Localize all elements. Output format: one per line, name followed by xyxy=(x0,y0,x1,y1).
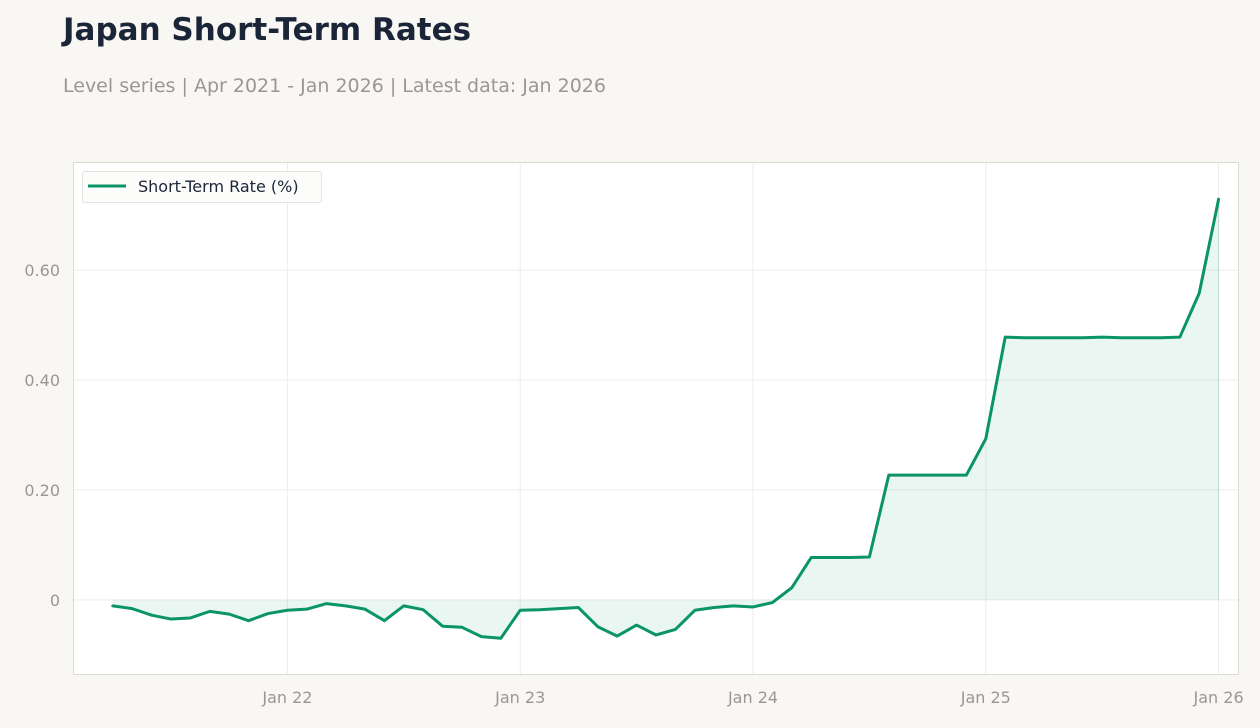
plot-area xyxy=(73,162,1239,675)
area-fill-group xyxy=(112,199,1220,639)
series-line xyxy=(111,197,1221,640)
data-point xyxy=(732,604,736,608)
data-point xyxy=(111,604,115,608)
data-point xyxy=(1042,336,1046,340)
data-point xyxy=(809,556,813,560)
data-point xyxy=(848,556,852,560)
data-point xyxy=(150,613,154,617)
data-point xyxy=(1061,336,1065,340)
grid xyxy=(74,163,1238,674)
data-point xyxy=(1158,336,1162,340)
data-point xyxy=(538,608,542,612)
data-point xyxy=(867,555,871,559)
legend-box xyxy=(82,171,322,203)
x-tick-label: Jan 22 xyxy=(261,688,312,707)
data-point xyxy=(247,619,251,623)
data-point xyxy=(557,607,561,611)
data-point xyxy=(344,604,348,608)
data-point xyxy=(305,607,309,611)
data-point xyxy=(227,612,231,616)
data-point xyxy=(285,608,289,612)
data-point xyxy=(576,606,580,610)
data-point xyxy=(673,627,677,631)
data-point xyxy=(421,608,425,612)
data-point xyxy=(1023,336,1027,340)
y-axis: 0 0.20 0.40 0.60 xyxy=(24,261,60,610)
data-point xyxy=(363,607,367,611)
y-tick-label: 0 xyxy=(50,591,60,610)
data-point xyxy=(790,586,794,590)
data-point xyxy=(518,608,522,612)
data-point xyxy=(1139,336,1143,340)
y-tick-label: 0.20 xyxy=(24,481,60,500)
data-point xyxy=(751,605,755,609)
data-point xyxy=(615,634,619,638)
data-point xyxy=(1217,197,1221,201)
data-point xyxy=(441,624,445,628)
data-point xyxy=(712,606,716,610)
series-area-fill xyxy=(112,199,1219,639)
data-point xyxy=(324,602,328,606)
data-point xyxy=(770,601,774,605)
data-point xyxy=(964,473,968,477)
data-point xyxy=(926,473,930,477)
page-title: Japan Short-Term Rates xyxy=(63,12,472,48)
data-point xyxy=(382,619,386,623)
data-point xyxy=(1197,291,1201,295)
series-line-group xyxy=(111,197,1221,640)
x-tick-label: Jan 25 xyxy=(960,688,1011,707)
data-point xyxy=(130,607,134,611)
data-point xyxy=(266,612,270,616)
data-point xyxy=(208,609,212,613)
data-point xyxy=(693,608,697,612)
data-point xyxy=(1003,335,1007,339)
data-point xyxy=(654,633,658,637)
x-tick-label: Jan 24 xyxy=(727,688,778,707)
page-subtitle: Level series | Apr 2021 - Jan 2026 | Lat… xyxy=(63,75,606,97)
data-point xyxy=(460,625,464,629)
data-point xyxy=(887,473,891,477)
data-point xyxy=(402,604,406,608)
data-point xyxy=(479,635,483,639)
x-tick-label: Jan 26 xyxy=(1193,688,1244,707)
data-point xyxy=(596,625,600,629)
data-point xyxy=(829,556,833,560)
x-axis: Jan 22 Jan 23 Jan 24 Jan 25 Jan 26 xyxy=(261,688,1243,707)
x-tick-label: Jan 23 xyxy=(494,688,545,707)
y-tick-label: 0.60 xyxy=(24,261,60,280)
legend: Short-Term Rate (%) xyxy=(82,171,322,203)
legend-label: Short-Term Rate (%) xyxy=(138,177,299,196)
data-point xyxy=(1081,336,1085,340)
data-point xyxy=(188,616,192,620)
data-point xyxy=(499,636,503,640)
y-tick-label: 0.40 xyxy=(24,371,60,390)
data-point xyxy=(906,473,910,477)
data-point xyxy=(984,437,988,441)
data-point xyxy=(1120,336,1124,340)
data-point xyxy=(169,617,173,621)
data-point xyxy=(945,473,949,477)
data-point xyxy=(1178,335,1182,339)
data-point xyxy=(635,623,639,627)
data-point xyxy=(1100,335,1104,339)
